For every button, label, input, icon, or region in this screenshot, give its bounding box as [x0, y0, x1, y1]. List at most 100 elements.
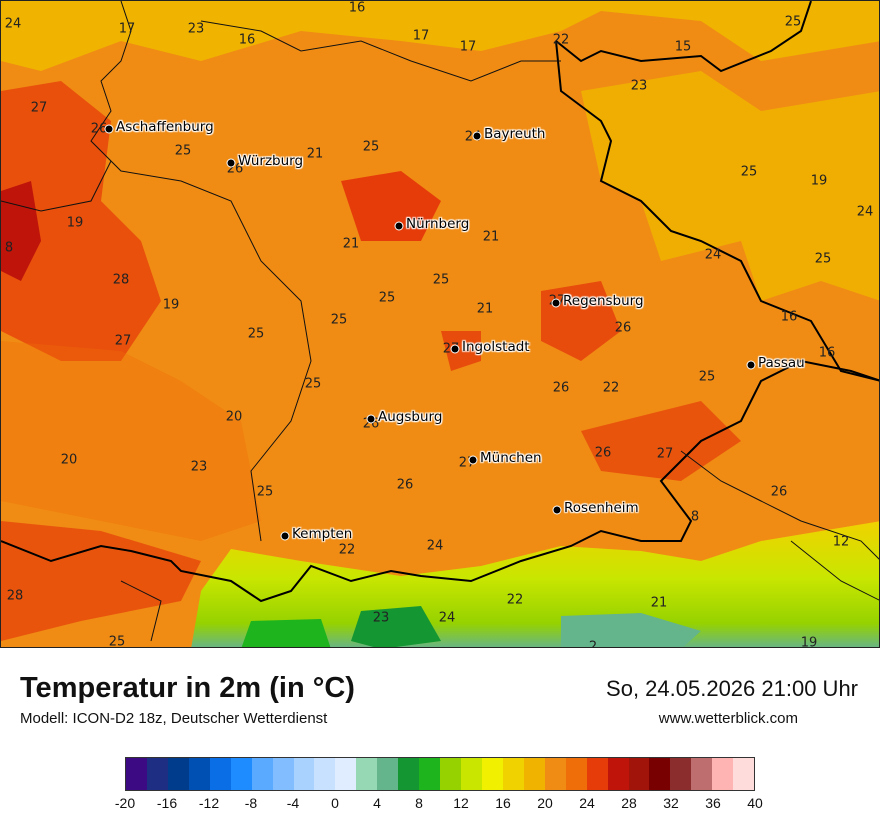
temperature-value: 25: [698, 369, 716, 385]
legend-tick-label: 24: [579, 795, 595, 811]
temperature-value: 16: [238, 32, 256, 48]
model-source: Modell: ICON-D2 18z, Deutscher Wetterdie…: [20, 710, 328, 727]
temperature-value: 26: [90, 121, 108, 137]
temperature-value: 24: [438, 610, 456, 626]
color-legend: [125, 757, 755, 791]
temperature-value: 17: [412, 28, 430, 44]
legend-tick-label: -16: [156, 795, 178, 811]
temperature-value: 25: [108, 634, 126, 648]
legend-tick-label: 36: [705, 795, 721, 811]
temperature-value: 26: [594, 445, 612, 461]
legend-tick-label: 4: [373, 795, 381, 811]
legend-swatch: [544, 758, 566, 790]
city-marker: [552, 505, 562, 515]
city-marker: [394, 221, 404, 231]
city-label: Bayreuth: [484, 126, 546, 142]
legend-swatch: [293, 758, 315, 790]
city-marker: [450, 344, 460, 354]
temperature-value: 23: [190, 459, 208, 475]
temperature-value: 25: [256, 484, 274, 500]
temperature-value: 19: [810, 173, 828, 189]
legend-tick-label: 8: [415, 795, 423, 811]
legend-swatch: [335, 758, 357, 790]
temperature-value: 16: [348, 0, 366, 16]
city-label: Aschaffenburg: [116, 119, 214, 135]
city-marker: [472, 131, 482, 141]
legend-swatch: [607, 758, 629, 790]
temperature-value: 24: [704, 247, 722, 263]
city-label: Nürnberg: [406, 216, 470, 232]
legend-swatch: [628, 758, 650, 790]
temperature-field: [1, 1, 879, 647]
city-marker: [104, 124, 114, 134]
city-label: Kempten: [292, 526, 353, 542]
city-marker: [468, 455, 478, 465]
legend-swatch: [419, 758, 441, 790]
temperature-value: 22: [506, 592, 524, 608]
temperature-value: 19: [162, 297, 180, 313]
legend-swatch: [670, 758, 692, 790]
legend-swatch: [146, 758, 168, 790]
legend-swatch: [126, 758, 147, 790]
temperature-value: 26: [396, 477, 414, 493]
city-label: Regensburg: [563, 293, 644, 309]
legend-swatch: [272, 758, 294, 790]
legend-tick-label: -8: [244, 795, 258, 811]
temperature-value: 20: [225, 409, 243, 425]
city-marker: [551, 298, 561, 308]
legend-tick-label: 28: [621, 795, 637, 811]
legend-swatch: [523, 758, 545, 790]
temperature-value: 26: [614, 320, 632, 336]
legend-swatch: [565, 758, 587, 790]
city-label: Rosenheim: [564, 500, 639, 516]
temperature-value: 27: [656, 446, 674, 462]
legend-swatch: [230, 758, 252, 790]
temperature-value: 21: [476, 301, 494, 317]
legend-swatch: [314, 758, 336, 790]
temperature-value: 27: [114, 333, 132, 349]
temperature-value: 25: [304, 376, 322, 392]
temperature-value: 25: [330, 312, 348, 328]
legend-swatch: [377, 758, 399, 790]
temperature-value: 2: [588, 639, 598, 648]
temperature-value: 23: [372, 610, 390, 626]
temperature-value: 21: [306, 146, 324, 162]
temperature-value: 25: [362, 139, 380, 155]
legend-tick-label: 32: [663, 795, 679, 811]
city-marker: [280, 531, 290, 541]
website-label: www.wetterblick.com: [658, 710, 798, 727]
legend-tick-label: -4: [286, 795, 300, 811]
temperature-value: 28: [112, 272, 130, 288]
temperature-value: 19: [66, 215, 84, 231]
city-label: Passau: [758, 355, 805, 371]
legend-swatch: [586, 758, 608, 790]
temperature-value: 25: [378, 290, 396, 306]
legend-swatch: [209, 758, 231, 790]
temperature-value: 12: [832, 534, 850, 550]
temperature-value: 25: [784, 14, 802, 30]
temperature-value: 16: [780, 309, 798, 325]
legend-swatch: [461, 758, 482, 790]
temperature-value: 21: [342, 236, 360, 252]
legend-tick-label: 0: [331, 795, 339, 811]
temperature-value: 17: [459, 39, 477, 55]
city-label: Ingolstadt: [462, 339, 530, 355]
temperature-value: 25: [814, 251, 832, 267]
legend-swatch: [502, 758, 524, 790]
city-label: München: [480, 450, 542, 466]
legend-swatch: [398, 758, 420, 790]
temperature-value: 23: [630, 78, 648, 94]
temperature-value: 22: [552, 32, 570, 48]
map-title: Temperatur in 2m (in °C): [20, 672, 355, 704]
temperature-value: 24: [426, 538, 444, 554]
legend-tick-label: 16: [495, 795, 511, 811]
temperature-value: 8: [690, 509, 700, 525]
legend-swatch: [440, 758, 461, 790]
city-label: Würzburg: [238, 153, 304, 169]
temperature-value: 24: [856, 204, 874, 220]
temperature-value: 8: [4, 240, 14, 256]
city-marker: [226, 158, 236, 168]
temperature-value: 25: [740, 164, 758, 180]
legend-swatch: [188, 758, 210, 790]
temperature-value: 16: [818, 345, 836, 361]
